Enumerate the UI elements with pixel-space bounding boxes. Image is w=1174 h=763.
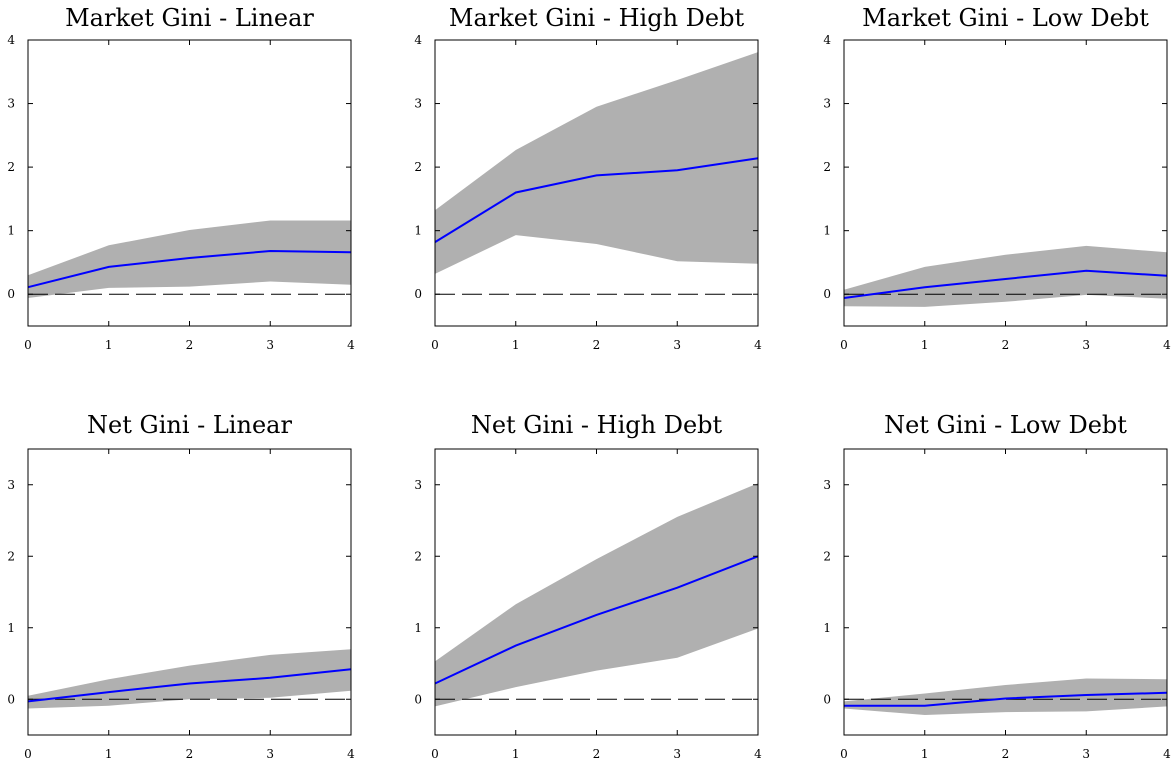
x-tick-label: 4 bbox=[347, 747, 355, 761]
y-tick-label: 0 bbox=[823, 287, 831, 301]
panel-title: Net Gini - High Debt bbox=[471, 411, 723, 439]
x-tick-label: 1 bbox=[512, 338, 520, 352]
x-tick-label: 2 bbox=[1002, 747, 1010, 761]
panel-title: Net Gini - Linear bbox=[87, 411, 292, 439]
confidence-band bbox=[844, 245, 1167, 307]
irf-line bbox=[434, 157, 759, 243]
x-tick-label: 0 bbox=[431, 747, 439, 761]
confidence-band bbox=[844, 678, 1167, 715]
x-tick-label: 4 bbox=[754, 338, 762, 352]
y-tick-label: 1 bbox=[414, 224, 422, 238]
x-tick-label: 0 bbox=[24, 338, 32, 352]
y-tick-label: 1 bbox=[7, 224, 15, 238]
panel-title: Net Gini - Low Debt bbox=[884, 411, 1127, 439]
panel-title: Market Gini - Linear bbox=[65, 4, 314, 32]
panel-3: 0 1 2 3 4 0 1 2 3 4 Market Gini - Low Debt bbox=[823, 4, 1171, 352]
panel-6: 0 1 2 3 4 0 1 2 3 Net Gini - Low Debt bbox=[823, 411, 1171, 761]
x-tick-label: 2 bbox=[186, 747, 194, 761]
x-tick-label: 2 bbox=[1002, 338, 1010, 352]
x-tick-label: 1 bbox=[921, 338, 929, 352]
confidence-band bbox=[28, 649, 351, 709]
y-tick-label: 2 bbox=[414, 549, 422, 563]
y-tick-label: 2 bbox=[414, 160, 422, 174]
x-tick-label: 1 bbox=[512, 747, 520, 761]
x-tick-label: 2 bbox=[186, 338, 194, 352]
confidence-band bbox=[28, 220, 351, 298]
x-tick-label: 4 bbox=[1163, 338, 1171, 352]
y-tick-label: 0 bbox=[823, 692, 831, 706]
irf-line bbox=[27, 249, 352, 289]
y-tick-label: 0 bbox=[7, 692, 15, 706]
irf-line bbox=[843, 269, 1168, 299]
panel-title: Market Gini - High Debt bbox=[449, 4, 745, 32]
y-tick-label: 1 bbox=[823, 224, 831, 238]
irf-line bbox=[27, 668, 352, 703]
y-tick-label: 0 bbox=[7, 287, 15, 301]
x-tick-label: 1 bbox=[105, 747, 113, 761]
y-tick-label: 3 bbox=[823, 97, 831, 111]
x-tick-label: 1 bbox=[105, 338, 113, 352]
x-tick-label: 4 bbox=[754, 747, 762, 761]
irf-line bbox=[434, 555, 759, 685]
y-tick-label: 0 bbox=[414, 287, 422, 301]
x-tick-label: 3 bbox=[266, 747, 274, 761]
x-tick-label: 3 bbox=[673, 747, 681, 761]
y-tick-label: 2 bbox=[823, 549, 831, 563]
irf-line bbox=[844, 691, 1168, 707]
y-tick-label: 3 bbox=[7, 97, 15, 111]
y-tick-label: 3 bbox=[823, 478, 831, 492]
y-tick-label: 4 bbox=[7, 33, 15, 47]
y-tick-label: 1 bbox=[7, 621, 15, 635]
y-tick-label: 2 bbox=[7, 549, 15, 563]
x-tick-label: 2 bbox=[593, 338, 601, 352]
x-tick-label: 0 bbox=[431, 338, 439, 352]
x-tick-label: 3 bbox=[673, 338, 681, 352]
y-tick-label: 1 bbox=[414, 621, 422, 635]
x-tick-label: 0 bbox=[840, 747, 848, 761]
y-tick-label: 3 bbox=[414, 97, 422, 111]
y-tick-label: 4 bbox=[414, 33, 422, 47]
y-tick-label: 3 bbox=[7, 478, 15, 492]
panel-2: 0 1 2 3 4 0 1 2 3 4 Market Gini - High Debt bbox=[414, 4, 762, 352]
x-tick-label: 1 bbox=[921, 747, 929, 761]
panel-4: 0 1 2 3 4 0 1 2 3 Net Gini - Linear bbox=[7, 411, 355, 761]
y-tick-label: 4 bbox=[823, 33, 831, 47]
x-tick-label: 4 bbox=[347, 338, 355, 352]
x-tick-label: 0 bbox=[24, 747, 32, 761]
confidence-band bbox=[435, 483, 758, 707]
y-tick-label: 2 bbox=[7, 160, 15, 174]
y-tick-label: 1 bbox=[823, 621, 831, 635]
panel-1: 0 1 2 3 4 0 1 2 3 4 Market Gini - Linear bbox=[7, 4, 355, 352]
x-tick-label: 0 bbox=[840, 338, 848, 352]
x-tick-label: 4 bbox=[1163, 747, 1171, 761]
x-tick-label: 2 bbox=[593, 747, 601, 761]
confidence-band bbox=[435, 52, 758, 274]
x-tick-label: 3 bbox=[1082, 338, 1090, 352]
y-tick-label: 3 bbox=[414, 478, 422, 492]
y-tick-label: 2 bbox=[823, 160, 831, 174]
panel-5: 0 1 2 3 4 0 1 2 3 Net Gini - High Debt bbox=[414, 411, 762, 761]
x-tick-label: 3 bbox=[1082, 747, 1090, 761]
panel-title: Market Gini - Low Debt bbox=[862, 4, 1149, 32]
y-tick-label: 0 bbox=[414, 692, 422, 706]
x-tick-label: 3 bbox=[266, 338, 274, 352]
